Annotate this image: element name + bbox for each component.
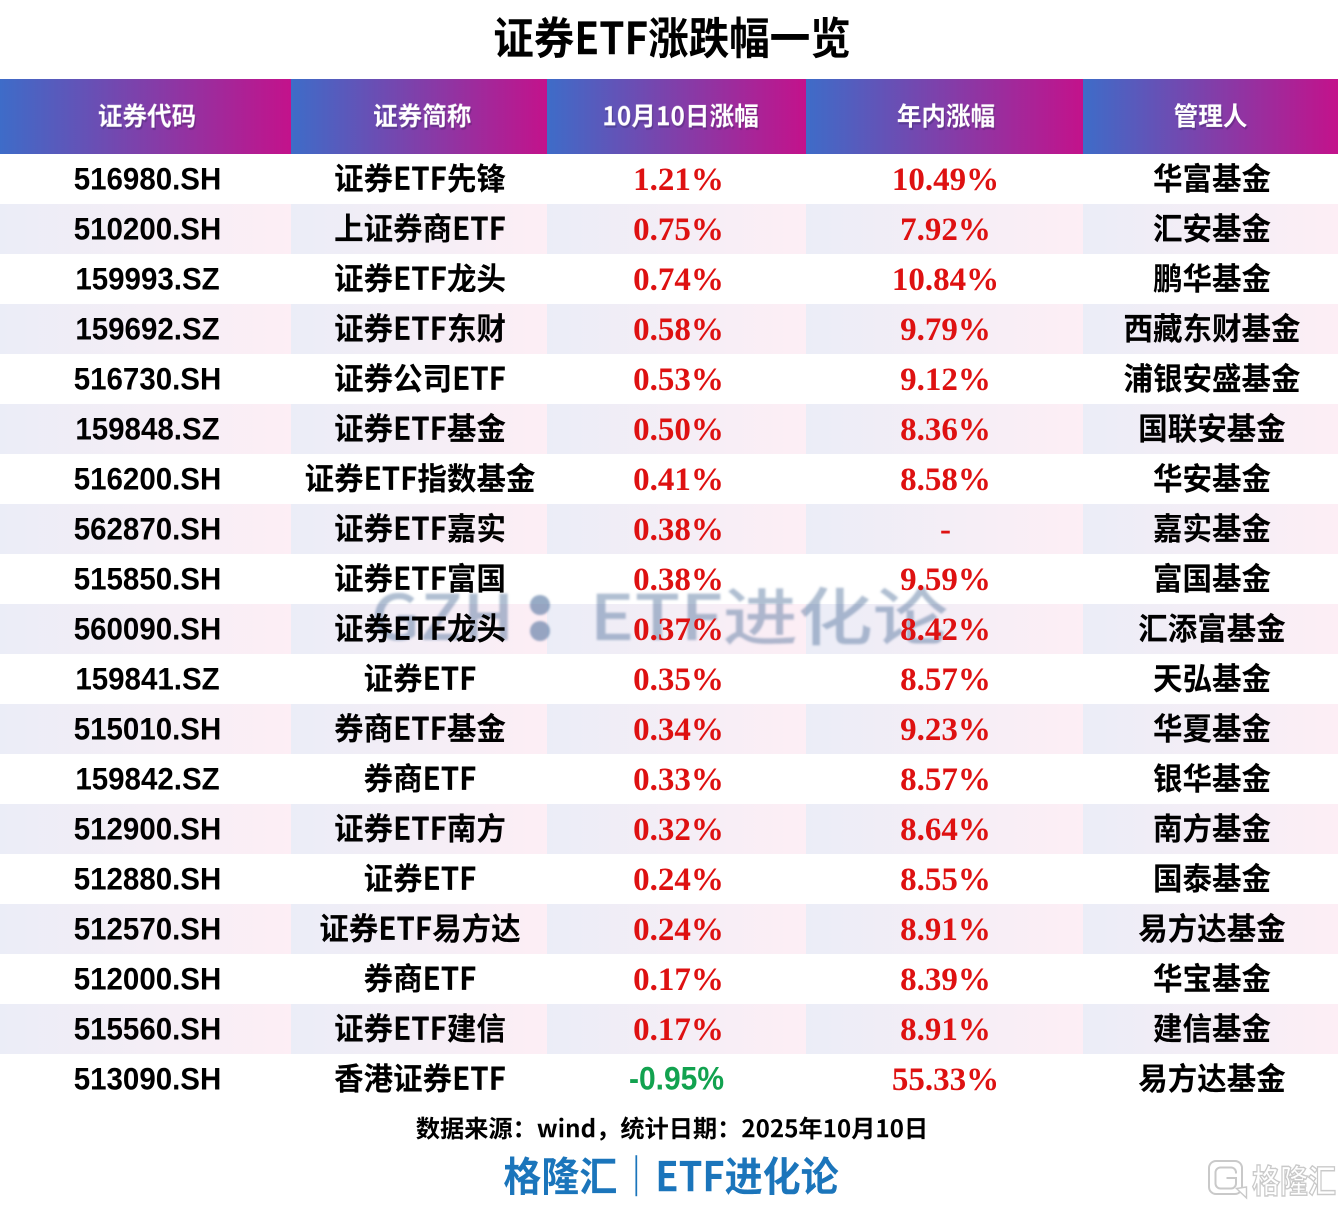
svg-text:8.42%: 8.42% xyxy=(900,612,991,648)
svg-text:516730.SH: 516730.SH xyxy=(74,361,222,397)
svg-text:0.41%: 0.41% xyxy=(633,462,724,498)
svg-text:513090.SH: 513090.SH xyxy=(74,1061,222,1097)
svg-text:0.35%: 0.35% xyxy=(633,662,724,698)
svg-text:0.58%: 0.58% xyxy=(633,312,724,348)
svg-text:159692.SZ: 159692.SZ xyxy=(75,311,219,347)
svg-text:8.91%: 8.91% xyxy=(900,912,991,948)
svg-text:512880.SH: 512880.SH xyxy=(74,861,222,897)
svg-text:9.79%: 9.79% xyxy=(900,312,991,348)
svg-text:8.36%: 8.36% xyxy=(900,412,991,448)
svg-text:0.74%: 0.74% xyxy=(633,262,724,298)
svg-text:560090.SH: 560090.SH xyxy=(74,611,222,647)
svg-text:8.64%: 8.64% xyxy=(900,812,991,848)
svg-text:159842.SZ: 159842.SZ xyxy=(75,761,219,797)
svg-text:0.24%: 0.24% xyxy=(633,862,724,898)
svg-text:10.49%: 10.49% xyxy=(892,162,999,198)
svg-text:9.12%: 9.12% xyxy=(900,362,991,398)
svg-text:-: - xyxy=(940,512,951,548)
svg-text:515850.SH: 515850.SH xyxy=(74,561,222,597)
svg-text:9.59%: 9.59% xyxy=(900,562,991,598)
svg-text:8.58%: 8.58% xyxy=(900,462,991,498)
svg-text:8.39%: 8.39% xyxy=(900,962,991,998)
svg-text:0.50%: 0.50% xyxy=(633,412,724,448)
svg-text:0.32%: 0.32% xyxy=(633,812,724,848)
svg-text:515010.SH: 515010.SH xyxy=(74,711,222,747)
svg-text:8.55%: 8.55% xyxy=(900,862,991,898)
svg-text:159848.SZ: 159848.SZ xyxy=(75,411,219,447)
svg-text:562870.SH: 562870.SH xyxy=(74,511,222,547)
svg-text:0.38%: 0.38% xyxy=(633,562,724,598)
svg-text:-0.95%: -0.95% xyxy=(629,1061,724,1097)
svg-text:1.21%: 1.21% xyxy=(633,162,724,198)
svg-text:510200.SH: 510200.SH xyxy=(74,211,222,247)
svg-text:0.75%: 0.75% xyxy=(633,212,724,248)
svg-text:516200.SH: 516200.SH xyxy=(74,461,222,497)
svg-text:8.57%: 8.57% xyxy=(900,762,991,798)
svg-text:10.84%: 10.84% xyxy=(892,262,999,298)
svg-text:516980.SH: 516980.SH xyxy=(74,161,222,197)
svg-text:512000.SH: 512000.SH xyxy=(74,961,222,997)
svg-text:55.33%: 55.33% xyxy=(892,1062,999,1098)
svg-text:0.33%: 0.33% xyxy=(633,762,724,798)
svg-text:0.38%: 0.38% xyxy=(633,512,724,548)
svg-text:0.17%: 0.17% xyxy=(633,962,724,998)
svg-text:512570.SH: 512570.SH xyxy=(74,911,222,947)
svg-text:0.53%: 0.53% xyxy=(633,362,724,398)
svg-text:0.34%: 0.34% xyxy=(633,712,724,748)
svg-text:159841.SZ: 159841.SZ xyxy=(75,661,219,697)
svg-text:0.24%: 0.24% xyxy=(633,912,724,948)
svg-text:159993.SZ: 159993.SZ xyxy=(75,261,219,297)
svg-text:512900.SH: 512900.SH xyxy=(74,811,222,847)
svg-text:8.57%: 8.57% xyxy=(900,662,991,698)
svg-text:8.91%: 8.91% xyxy=(900,1012,991,1048)
svg-text:7.92%: 7.92% xyxy=(900,212,991,248)
svg-text:9.23%: 9.23% xyxy=(900,712,991,748)
svg-text:515560.SH: 515560.SH xyxy=(74,1011,222,1047)
svg-text:0.37%: 0.37% xyxy=(633,612,724,648)
svg-text:0.17%: 0.17% xyxy=(633,1012,724,1048)
